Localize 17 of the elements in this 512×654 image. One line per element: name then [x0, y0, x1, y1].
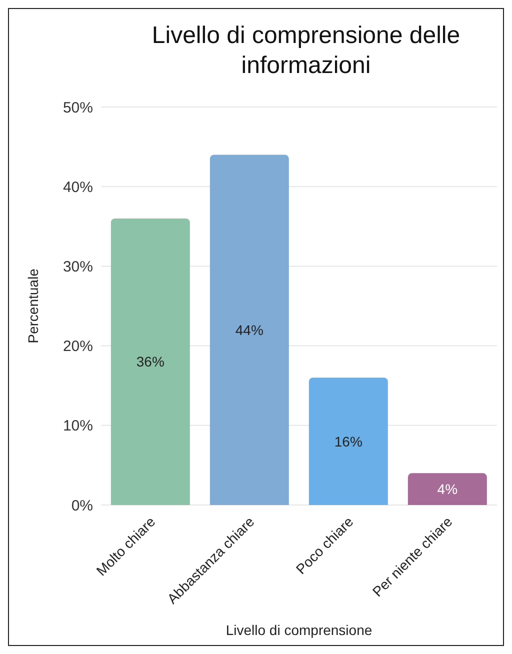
bar	[408, 473, 487, 505]
data-label: 4%	[437, 481, 458, 498]
y-tick-label: 40%	[62, 178, 93, 196]
bar	[210, 154, 289, 505]
y-axis-title: Percentuale	[24, 268, 41, 344]
y-tick-label: 20%	[62, 338, 93, 356]
y-tick-label: 0%	[71, 497, 93, 514]
bar	[308, 378, 388, 505]
x-axis-title: Livello di comprensione	[226, 622, 372, 638]
bar	[110, 218, 190, 505]
data-label: 36%	[136, 354, 164, 370]
y-tick-label: 50%	[62, 99, 93, 116]
data-label: 44%	[235, 322, 264, 338]
y-tick-label: 30%	[62, 258, 93, 276]
data-label: 16%	[334, 433, 362, 450]
y-tick-label: 10%	[62, 418, 93, 435]
chart-title: Livello di comprensione delle informazioni	[150, 21, 462, 81]
